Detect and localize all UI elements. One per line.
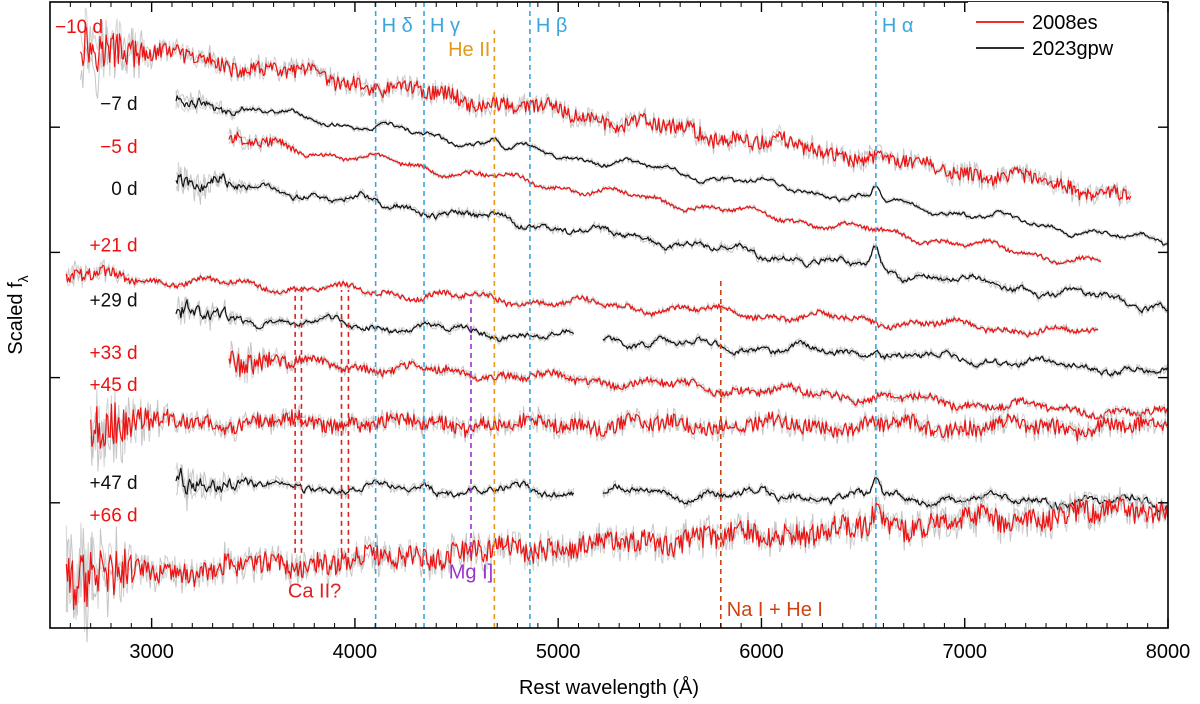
spectrum-line (228, 350, 1169, 420)
spectrum-line (175, 173, 1168, 314)
legend-background (968, 2, 1162, 66)
marker-layer (294, 2, 877, 628)
epoch-label: +33 d (90, 343, 138, 364)
spectrum-error-trace (175, 165, 1168, 317)
spectrum-2008es-6 (228, 340, 1169, 423)
x-tick-label: 6000 (739, 641, 784, 663)
epoch-label: +29 d (90, 290, 138, 311)
spectrum-line (65, 496, 1169, 611)
epoch-label: −10 d (55, 17, 103, 38)
legend-label: 2008es (1032, 12, 1098, 34)
x-axis-label: Rest wavelength (Å) (519, 676, 699, 699)
spectrum-error-trace (80, 19, 1132, 207)
series-layer (65, 7, 1169, 643)
y-axis-label: Scaled fλ (5, 275, 31, 354)
line-marker-label: H α (882, 15, 914, 37)
x-tick-label: 7000 (942, 641, 987, 663)
spectrum-2008es-9 (65, 486, 1169, 643)
y-axis-label-main: Scaled f (5, 282, 27, 355)
epoch-label: +66 d (90, 506, 138, 527)
epoch-label: +47 d (90, 473, 138, 494)
spectrum-error-trace (175, 162, 1168, 314)
x-tick-label: 3000 (129, 641, 174, 663)
spectrum-2023gpw-8 (175, 462, 1169, 517)
epoch-label: −5 d (100, 137, 138, 158)
spectrum-line (175, 299, 575, 342)
spectrum-2023gpw-5 (175, 296, 1169, 380)
line-marker-label: H γ (430, 15, 460, 37)
spectrum-line (602, 477, 1169, 513)
plot-frame (49, 1, 1169, 629)
ca-marker-label: Ca II? (288, 580, 341, 602)
epoch-label: −7 d (100, 94, 138, 115)
line-marker-label: H β (536, 15, 568, 37)
spectrum-2023gpw-3 (175, 162, 1168, 317)
epoch-label: +45 d (90, 375, 138, 396)
line-marker-label: Na I + He I (727, 599, 823, 621)
spectrum-2008es-4 (65, 259, 1099, 339)
label-layer: −10 d −7 d −5 d 0 d +21 d +29 d +33 d +45 d +47 … (55, 15, 913, 621)
legend-label: 2023gpw (1032, 38, 1114, 60)
spectrum-error-trace (175, 462, 574, 502)
y-axis-label-sub: λ (15, 275, 31, 282)
spectrum-2008es-2 (228, 126, 1102, 266)
line-marker-label: Mg I] (449, 562, 493, 584)
line-marker-label: He II (448, 39, 490, 61)
axis-layer: 3000 4000 5000 6000 7000 8000 (49, 2, 1191, 663)
legend: 2008es 2023gpw (968, 2, 1162, 66)
x-tick-label: 4000 (333, 641, 378, 663)
svg-text:Scaled fλ: Scaled fλ (5, 275, 31, 354)
spectrum-error-trace (175, 464, 575, 512)
spectrum-line (65, 264, 1099, 338)
spectrum-line (90, 402, 1169, 449)
spectrum-2023gpw-1 (175, 88, 1168, 249)
spectrum-line (602, 335, 1169, 377)
spectrum-2008es-7 (90, 388, 1169, 472)
spectrum-line (175, 467, 575, 498)
x-tick-label: 8000 (1146, 641, 1191, 663)
spectrum-line (228, 131, 1102, 266)
x-tick-label: 5000 (536, 641, 581, 663)
spectrum-line (79, 24, 1132, 201)
line-marker-label: H δ (382, 15, 413, 37)
spectrum-line (175, 95, 1168, 246)
epoch-label: 0 d (111, 179, 137, 200)
spectrum-2008es-0 (79, 7, 1132, 207)
epoch-label: +21 d (90, 235, 138, 256)
